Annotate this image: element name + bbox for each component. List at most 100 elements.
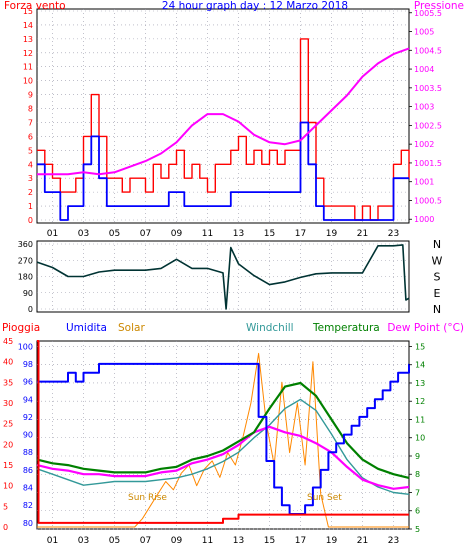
humidity-ytick-88: 88: [23, 448, 33, 457]
pressure-line: [37, 47, 410, 176]
pressure-ytick-1002: 1002: [414, 140, 434, 149]
wind-gust-line: [37, 121, 409, 221]
rain-line: [36, 340, 409, 524]
temp-ytick-8: 8: [415, 470, 420, 479]
temp-xtick-09: 09: [171, 536, 183, 546]
humidity-ytick-100: 100: [18, 342, 33, 351]
humidity-ytick-86: 86: [23, 466, 33, 475]
wind-ytick-7: 7: [28, 118, 33, 127]
temperature-legend: Temperatura: [312, 322, 380, 334]
humidity-ytick-84: 84: [23, 484, 33, 493]
temperature-panel-frame: [36, 340, 410, 530]
rain-ytick-30: 30: [3, 399, 13, 408]
humidity-ytick-94: 94: [23, 395, 33, 404]
wind-ytick-12: 12: [23, 49, 33, 58]
wind-ytick-6: 6: [28, 132, 33, 141]
wind-xtick-01: 01: [47, 229, 58, 239]
wind-xtick-07: 07: [140, 229, 151, 239]
wind-ytick-4: 4: [28, 160, 33, 169]
wind-ytick-5: 5: [28, 146, 33, 155]
wind-xtick-23: 23: [388, 229, 399, 239]
pressure-ytick-1002.5: 1002.5: [414, 121, 442, 130]
compass-label-2: S: [434, 271, 441, 284]
pressure-ytick-1005.5: 1005.5: [414, 9, 442, 18]
temp-ytick-12: 12: [415, 397, 425, 406]
wind-direction-line: [36, 244, 410, 310]
wind-xtick-21: 21: [357, 229, 368, 239]
temp-xtick-01: 01: [47, 536, 58, 546]
wind-axis-label: Forza vento: [4, 0, 66, 12]
windchill-line: [36, 398, 410, 495]
rain-ytick-10: 10: [3, 482, 13, 491]
temp-xtick-07: 07: [140, 536, 151, 546]
pressure-ytick-1003: 1003: [414, 103, 434, 112]
temperature-panel: 5678910111213141580828486889092949698100…: [2, 322, 464, 546]
direction-ytick-90: 90: [23, 289, 33, 298]
pressure-ytick-1003.5: 1003.5: [414, 84, 442, 93]
temp-ytick-15: 15: [415, 342, 425, 351]
temp-xtick-15: 15: [264, 536, 275, 546]
pressure-ytick-1001.5: 1001.5: [414, 159, 442, 168]
temp-xtick-03: 03: [78, 536, 89, 546]
humidity-ytick-98: 98: [23, 360, 33, 369]
wind-xtick-03: 03: [78, 229, 89, 239]
wind-xtick-11: 11: [202, 229, 213, 239]
wind-ytick-0: 0: [28, 216, 33, 225]
wind-xtick-19: 19: [326, 229, 338, 239]
wind-ytick-1: 1: [28, 202, 33, 211]
humidity-ytick-90: 90: [23, 431, 33, 440]
wind-ytick-10: 10: [23, 77, 33, 86]
temp-ytick-9: 9: [415, 452, 420, 461]
wind-ytick-11: 11: [23, 63, 33, 72]
rain-ytick-40: 40: [3, 358, 13, 367]
temp-ytick-7: 7: [415, 488, 420, 497]
wind-panel: 012345678910111213141510001000.510011001…: [4, 0, 464, 239]
sun-set-label: Sun Set: [307, 493, 342, 503]
pressure-ytick-1000: 1000: [414, 215, 434, 224]
pressure-ytick-1005: 1005: [414, 28, 434, 37]
wind-ytick-9: 9: [28, 91, 33, 100]
wind-ytick-13: 13: [23, 35, 33, 44]
chart-title: 24 hour graph day : 12 Marzo 2018: [162, 0, 348, 12]
solar-legend: Solar: [118, 322, 145, 334]
rain-legend: Pioggia: [2, 322, 40, 334]
compass-label-1: W: [432, 254, 443, 267]
rain-ytick-0: 0: [3, 523, 8, 532]
rain-ytick-15: 15: [3, 461, 13, 470]
direction-ytick-180: 180: [18, 273, 33, 282]
temp-ytick-11: 11: [415, 415, 425, 424]
wind-ytick-14: 14: [23, 21, 33, 30]
wind-panel-frame: [36, 8, 410, 224]
temp-ytick-14: 14: [415, 361, 425, 370]
temp-xtick-21: 21: [357, 536, 368, 546]
compass-label-4: N: [433, 303, 441, 316]
temp-xtick-13: 13: [233, 536, 244, 546]
humidity-ytick-92: 92: [23, 413, 33, 422]
wind-ytick-2: 2: [28, 188, 33, 197]
compass-label-3: E: [434, 287, 441, 300]
wind-xtick-13: 13: [233, 229, 244, 239]
wind-ytick-3: 3: [28, 174, 33, 183]
solar-line: [37, 352, 409, 528]
rain-ytick-25: 25: [3, 420, 13, 429]
humidity-ytick-96: 96: [23, 378, 33, 387]
temp-xtick-11: 11: [202, 536, 213, 546]
compass-label-0: N: [433, 238, 441, 251]
pressure-ytick-1001: 1001: [414, 178, 434, 187]
rain-ytick-45: 45: [3, 337, 13, 346]
dewpoint-line: [36, 425, 410, 490]
direction-ytick-270: 270: [18, 256, 33, 265]
temp-ytick-5: 5: [415, 525, 420, 534]
sun-rise-label: Sun Rise: [128, 493, 167, 503]
temp-ytick-10: 10: [415, 434, 425, 443]
direction-ytick-0: 0: [28, 305, 33, 314]
rain-ytick-5: 5: [3, 502, 8, 511]
humidity-ytick-82: 82: [23, 501, 33, 510]
wind-xtick-05: 05: [109, 229, 120, 239]
wind-ytick-8: 8: [28, 105, 33, 114]
wind-speed-line: [37, 38, 410, 221]
temp-xtick-19: 19: [326, 536, 338, 546]
temp-xtick-23: 23: [388, 536, 399, 546]
rain-ytick-20: 20: [3, 440, 13, 449]
